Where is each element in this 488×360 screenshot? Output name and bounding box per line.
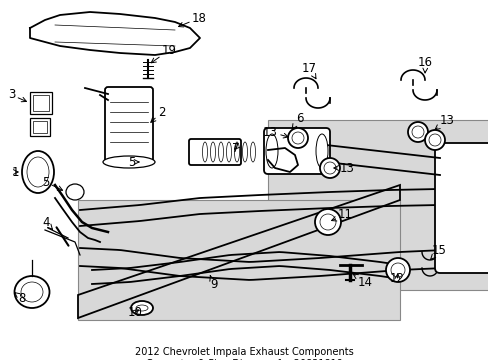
- Text: 5: 5: [42, 175, 62, 190]
- Text: 19: 19: [151, 44, 177, 63]
- Text: 11: 11: [331, 208, 352, 221]
- Text: 2012 Chevrolet Impala Exhaust Components: 2012 Chevrolet Impala Exhaust Components: [135, 347, 353, 357]
- Bar: [33, 121, 47, 133]
- Text: 16: 16: [417, 55, 432, 73]
- Bar: [33, 95, 49, 111]
- Text: 8: 8: [15, 292, 25, 305]
- Ellipse shape: [324, 162, 335, 174]
- Text: 13: 13: [333, 162, 354, 175]
- Ellipse shape: [291, 132, 304, 144]
- Text: 13: 13: [434, 113, 454, 130]
- Text: 6: 6: [292, 112, 303, 129]
- Ellipse shape: [407, 122, 427, 142]
- Text: 13: 13: [263, 126, 288, 139]
- Text: 5: 5: [128, 156, 139, 168]
- Ellipse shape: [287, 128, 307, 148]
- FancyArrowPatch shape: [57, 227, 68, 246]
- Ellipse shape: [136, 305, 148, 311]
- Text: 4: 4: [42, 216, 52, 229]
- Polygon shape: [78, 185, 399, 318]
- Ellipse shape: [411, 126, 423, 138]
- Bar: [267, 120, 488, 290]
- Ellipse shape: [315, 134, 327, 168]
- Ellipse shape: [390, 263, 404, 277]
- Text: 17: 17: [302, 62, 316, 79]
- Text: 10: 10: [128, 306, 142, 319]
- FancyBboxPatch shape: [264, 128, 329, 174]
- Text: 15: 15: [429, 243, 446, 260]
- Ellipse shape: [66, 184, 84, 200]
- Ellipse shape: [385, 258, 409, 282]
- Text: 9: 9: [209, 276, 217, 292]
- Ellipse shape: [27, 157, 49, 187]
- Bar: [78, 200, 399, 320]
- Text: 18: 18: [178, 12, 206, 27]
- Ellipse shape: [265, 134, 278, 168]
- FancyBboxPatch shape: [189, 139, 241, 165]
- Text: 1: 1: [12, 166, 20, 179]
- Ellipse shape: [424, 130, 444, 150]
- Ellipse shape: [314, 209, 340, 235]
- Ellipse shape: [21, 282, 43, 302]
- Ellipse shape: [103, 156, 155, 168]
- Ellipse shape: [131, 301, 153, 315]
- Bar: [30, 92, 52, 114]
- Text: 7: 7: [231, 141, 239, 154]
- Ellipse shape: [22, 151, 54, 193]
- Text: 12: 12: [389, 271, 404, 284]
- Text: 14: 14: [352, 274, 372, 288]
- Ellipse shape: [319, 214, 335, 230]
- Text: Converter & Pipe Diagram for 20831819: Converter & Pipe Diagram for 20831819: [146, 359, 342, 360]
- FancyBboxPatch shape: [105, 87, 153, 163]
- Ellipse shape: [15, 276, 49, 308]
- Text: 3: 3: [8, 89, 26, 102]
- Ellipse shape: [428, 134, 440, 146]
- Bar: [30, 118, 50, 136]
- Ellipse shape: [319, 158, 339, 178]
- Text: 2: 2: [150, 105, 165, 122]
- FancyBboxPatch shape: [434, 143, 488, 273]
